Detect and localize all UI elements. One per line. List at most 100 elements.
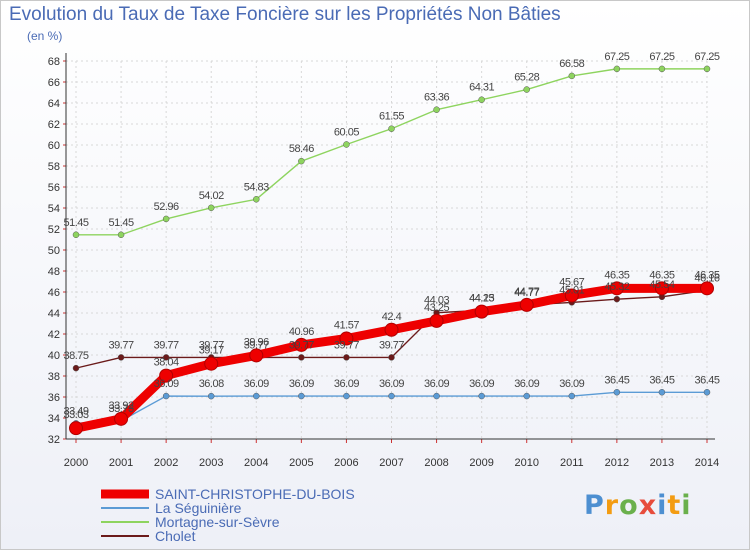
series-point [159, 368, 174, 383]
data-label: 42.4 [382, 311, 402, 323]
series-point [478, 96, 485, 103]
x-tick-label: 2009 [469, 457, 493, 469]
series-point [343, 354, 350, 361]
data-label: 36.09 [379, 378, 404, 390]
data-label: 39.96 [244, 336, 269, 348]
y-tick-label: 58 [48, 161, 60, 173]
series-point [298, 392, 305, 400]
series-point [523, 392, 530, 400]
data-label: 44.03 [424, 295, 449, 307]
x-tick-label: 2006 [334, 457, 358, 469]
chart-subtitle: (en %) [27, 29, 63, 43]
x-tick-label: 2012 [605, 457, 629, 469]
y-tick-label: 46 [48, 287, 60, 299]
data-label: 54.83 [244, 181, 269, 193]
data-label: 36.09 [334, 378, 359, 390]
data-label: 63.36 [424, 92, 449, 104]
series-point [343, 392, 350, 400]
data-label: 43.25 [424, 302, 449, 314]
data-label: 33.03 [63, 409, 88, 421]
series-point [162, 215, 170, 223]
data-label: 45.54 [649, 279, 674, 291]
data-label: 36.09 [514, 378, 539, 390]
data-label: 54.02 [199, 190, 224, 202]
series-point [207, 392, 215, 400]
logo-letter: r [604, 490, 620, 521]
data-label: 45.01 [559, 284, 584, 296]
data-label: 44.77 [514, 286, 539, 298]
y-tick-label: 64 [48, 98, 60, 110]
data-label: 41.57 [334, 320, 359, 332]
data-label: 58.46 [289, 143, 314, 155]
data-label: 36.45 [649, 374, 674, 386]
y-tick-label: 38 [48, 371, 60, 383]
series-point [388, 392, 395, 400]
y-tick-label: 56 [48, 182, 60, 194]
series-point [298, 157, 305, 165]
axes: 32 34 36 38 40 42 44 46 48 50 52 54 56 58 60 62 64 66 68 20… [48, 53, 719, 469]
series-point [700, 281, 714, 296]
series-point [298, 354, 305, 361]
logo-letter: i [681, 490, 692, 521]
series-point [388, 125, 395, 132]
data-label: 51.45 [63, 217, 88, 229]
y-tick-label: 40 [48, 350, 60, 362]
data-label: 38.75 [63, 350, 88, 362]
data-label: 36.09 [469, 378, 494, 390]
data-label: 36.09 [154, 378, 179, 390]
logo-letter: o [619, 490, 639, 521]
data-label: 39.77 [289, 339, 314, 351]
data-label: 36.45 [694, 374, 719, 386]
series-point [72, 364, 80, 372]
y-tick-label: 42 [48, 329, 60, 341]
series-point [72, 231, 80, 239]
y-tick-label: 32 [48, 434, 60, 446]
data-label: 33.92 [109, 400, 134, 412]
data-label: 65.28 [514, 72, 539, 84]
legend-label: SAINT-CHRISTOPHE-DU-BOIS [155, 486, 355, 502]
y-tick-label: 44 [48, 308, 60, 320]
series-point [474, 304, 489, 319]
chart-title: Evolution du Taux de Taxe Foncière sur l… [9, 4, 561, 25]
series-point [253, 196, 260, 203]
series-point [519, 297, 534, 312]
data-label: 67.25 [694, 51, 719, 63]
series-point [613, 389, 621, 396]
x-tick-label: 2000 [64, 457, 88, 469]
data-label: 45.67 [559, 276, 584, 288]
series-point [433, 106, 440, 113]
data-label: 44.25 [469, 292, 494, 304]
data-label: 39.77 [379, 339, 404, 351]
x-tick-label: 2013 [650, 457, 674, 469]
data-label: 33.49 [63, 405, 88, 417]
data-label: 51.45 [109, 217, 134, 229]
series-point [388, 354, 395, 361]
y-tick-label: 54 [48, 203, 60, 215]
data-label: 36.09 [289, 378, 314, 390]
y-tick-label: 60 [48, 140, 60, 152]
series-point [294, 337, 309, 352]
series-point [703, 65, 711, 73]
series-point [253, 392, 260, 400]
data-label: 67.25 [604, 51, 629, 63]
series-point [207, 204, 215, 212]
x-tick-label: 2001 [109, 457, 133, 469]
series-point [568, 392, 576, 400]
data-labels: 51.45 51.45 52.96 54.02 54.83 58.46 60.05 61.55… [63, 51, 720, 421]
data-label: 52.96 [154, 201, 179, 213]
series-point [613, 295, 621, 303]
logo-letter: x [638, 490, 658, 521]
data-label: 46.35 [694, 269, 719, 281]
series-point [523, 86, 530, 93]
series-point [343, 141, 350, 148]
series-point [703, 389, 711, 396]
x-tick-label: 2011 [560, 457, 584, 469]
series-point [658, 65, 666, 73]
series-point [204, 356, 219, 371]
data-label: 44.13 [469, 293, 494, 305]
x-tick-label: 2005 [289, 457, 313, 469]
data-label: 36.09 [424, 378, 449, 390]
data-label: 46.16 [694, 272, 719, 284]
